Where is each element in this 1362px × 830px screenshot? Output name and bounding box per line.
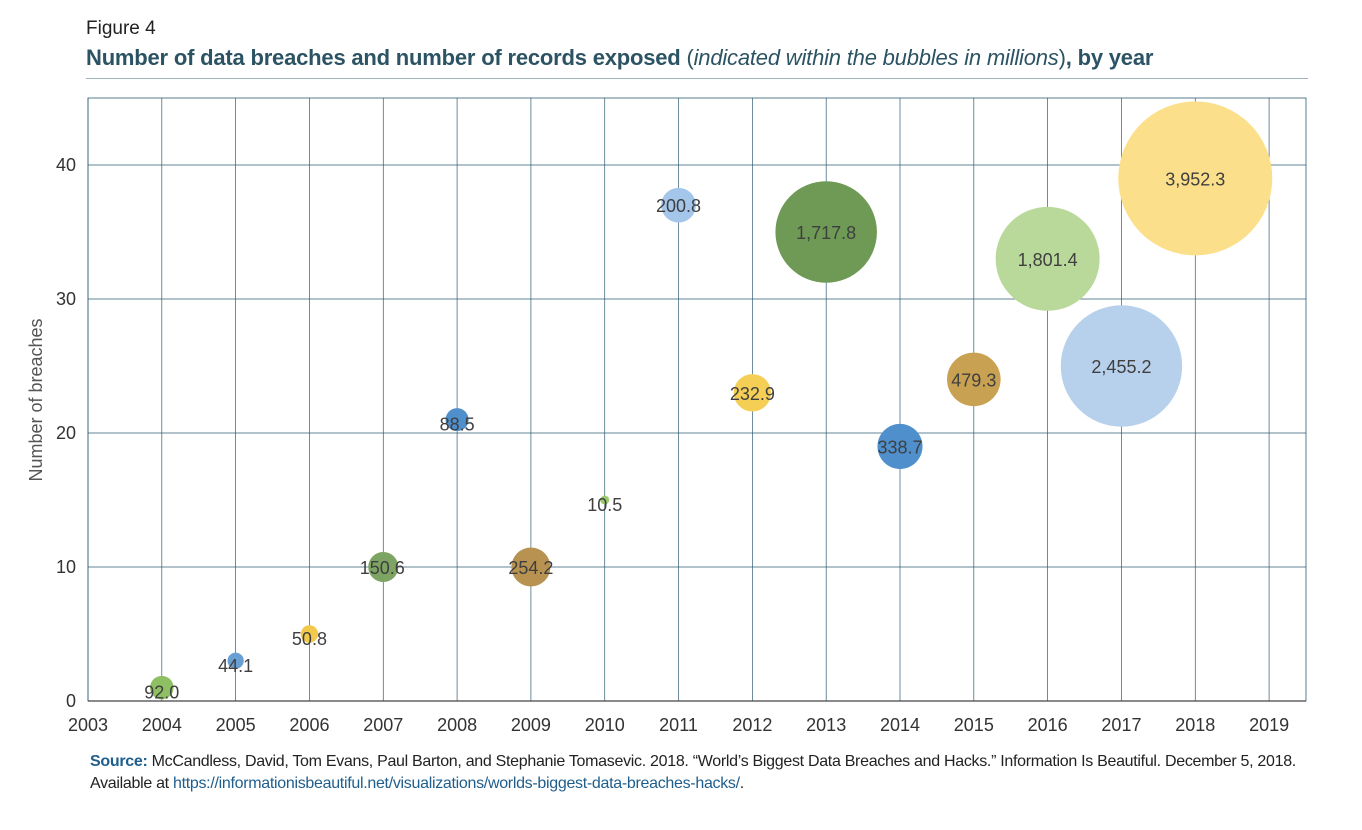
- bubble-2009: [511, 547, 551, 587]
- y-tick-label: 30: [56, 289, 76, 309]
- y-tick-label: 10: [56, 557, 76, 577]
- figure-label: Figure 4: [86, 18, 156, 39]
- x-tick-label: 2010: [585, 715, 625, 735]
- bubble-value-label: 3,952.3: [1165, 169, 1225, 189]
- y-tick-label: 40: [56, 155, 76, 175]
- x-tick-label: 2006: [289, 715, 329, 735]
- bubble-2004: [150, 675, 174, 700]
- bubble-value-label: 200.8: [656, 196, 701, 216]
- x-tick-label: 2013: [806, 715, 846, 735]
- bubble-labels: 92.0 44.1 50.8 150.6 88.5 254.2 10.5 200.8 232.9…: [144, 169, 1225, 702]
- bubble-2017: [1060, 305, 1183, 427]
- x-tick-label: 2014: [880, 715, 920, 735]
- bubble-2007: [368, 551, 399, 583]
- title-close-paren: ): [1058, 45, 1066, 70]
- bubble-2008: [445, 408, 469, 432]
- x-tick-label: 2009: [511, 715, 551, 735]
- bubble-value-label: 254.2: [508, 558, 553, 578]
- x-tick-label: 2005: [216, 715, 256, 735]
- bubble-2012: [733, 374, 772, 412]
- bubble-2013: [775, 181, 877, 283]
- x-tick-label: 2018: [1175, 715, 1215, 735]
- source-label: Source:: [90, 753, 148, 770]
- chart-title: Number of data breaches and number of re…: [86, 45, 1153, 71]
- title-open-paren: (: [680, 45, 694, 70]
- bubble-chart: 92.0 44.1 50.8 150.6 88.5 254.2 10.5 200.8 232.9…: [26, 97, 1307, 735]
- y-axis-label: Number of breaches: [26, 318, 46, 481]
- bubble-2015: [947, 352, 1001, 407]
- bubble-value-label: 92.0: [144, 683, 179, 703]
- x-tick-label: 2011: [659, 715, 698, 735]
- bubble-2005: [227, 652, 244, 669]
- bubble-value-label: 44.1: [218, 656, 253, 676]
- y-tick-label: 0: [66, 691, 76, 711]
- bubbles: [150, 101, 1273, 700]
- bubble-value-label: 338.7: [877, 437, 922, 457]
- x-tick-label: 2016: [1028, 715, 1068, 735]
- x-tick-label: 2015: [954, 715, 994, 735]
- bubble-value-label: 1,717.8: [796, 223, 856, 243]
- bubble-2010: [600, 495, 610, 505]
- bubble-2011: [661, 187, 696, 223]
- bubble-2006: [300, 625, 319, 643]
- bubble-value-label: 1,801.4: [1018, 250, 1078, 270]
- x-tick-label: 2003: [68, 715, 108, 735]
- source-end: .: [739, 775, 744, 792]
- x-tick-label: 2004: [142, 715, 182, 735]
- source-link[interactable]: https://informationisbeautiful.net/visua…: [172, 775, 740, 792]
- bubble-2016: [995, 206, 1100, 311]
- source-note: Source: McCandless, David, Tom Evans, Pa…: [90, 751, 1306, 795]
- source-text: McCandless, David, Tom Evans, Paul Barto…: [90, 753, 1296, 792]
- bubble-value-label: 10.5: [587, 495, 622, 515]
- title-tail: , by year: [1065, 45, 1154, 70]
- bubble-value-label: 150.6: [360, 558, 405, 578]
- x-tick-label: 2017: [1101, 715, 1141, 735]
- bubble-value-label: 479.3: [951, 370, 996, 390]
- title-divider: [86, 78, 1308, 79]
- bubble-2018: [1118, 101, 1273, 256]
- bubble-value-label: 232.9: [730, 384, 775, 404]
- axes: 2003 2004 2005 2006 2007 2008 2009 2010 2011 2012…: [56, 155, 1306, 735]
- title-main: Number of data breaches and number of re…: [86, 45, 681, 70]
- title-italic-note: indicated within the bubbles in millions: [693, 45, 1059, 70]
- bubble-2014: [877, 423, 923, 469]
- x-tick-label: 2012: [732, 715, 772, 735]
- y-tick-label: 20: [56, 423, 76, 443]
- bubble-value-label: 50.8: [292, 629, 327, 649]
- x-tick-label: 2008: [437, 715, 477, 735]
- bubble-value-label: 2,455.2: [1091, 357, 1151, 377]
- bubble-value-label: 88.5: [440, 415, 475, 435]
- x-tick-label: 2007: [363, 715, 403, 735]
- x-tick-label: 2019: [1249, 715, 1289, 735]
